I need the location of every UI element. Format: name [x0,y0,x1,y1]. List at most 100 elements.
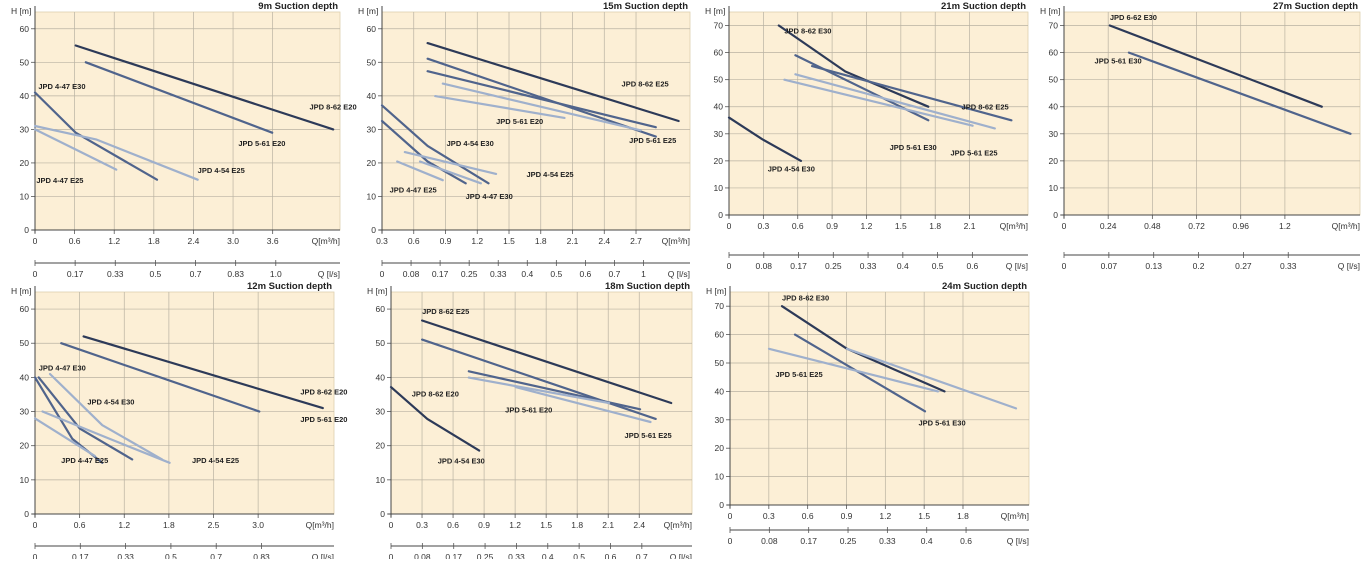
tick-label-y: 50 [20,338,30,348]
series-label: JPD 4-54 E25 [526,170,573,179]
series-label: JPD 8-62 E25 [962,102,1009,111]
series-line [37,376,134,461]
tick-label-x2: 0.17 [432,269,449,279]
tick-label-x2: 0 [728,536,733,546]
tick-label-y: 50 [376,338,386,348]
tick-label-y: 60 [367,24,377,34]
tick-label-y: 10 [20,191,30,201]
plot-area [728,11,1029,216]
tick-label-x: 0.96 [1232,221,1249,231]
tick-label-x2: 0.33 [879,536,896,546]
tick-label-x: 0.3 [757,221,769,231]
series-line [727,116,803,162]
tick-label-x2: 0.33 [107,269,124,279]
plot-area [1063,11,1361,216]
tick-label-x: 2.4 [188,236,200,246]
chart-5: 0 10 20 30 40 50 60 0 0.6 1.2 1.8 2.5 3.0 H [m] Q[m³/h… [11,281,347,562]
tick-label-y: 70 [714,21,724,31]
series-line [426,41,680,123]
tick-label-y: 60 [715,330,725,340]
series-label: JPD 8-62 E30 [782,294,829,303]
tick-label-x2: 0.17 [790,261,807,271]
tick-label-x2: 0.27 [1235,261,1252,271]
series-line [467,370,642,411]
tick-label-x2: 0.5 [149,269,161,279]
series-line [33,417,96,457]
axis-label-x2: Q [l/s] [1338,261,1360,271]
tick-label-y: 40 [714,102,724,112]
tick-label-x2: 0 [33,552,38,559]
tick-label-x: 1.8 [929,221,941,231]
tick-label-x: 0.72 [1188,221,1205,231]
series-label: JPD 5-61 E20 [300,415,347,424]
tick-label-y: 30 [20,407,30,417]
tick-label-x: 1.5 [503,236,515,246]
tick-label-y: 40 [1049,102,1059,112]
plot-area [34,11,341,231]
tick-label-x2: 0.5 [573,552,585,559]
tick-label-x: 0.24 [1100,221,1117,231]
axis-label-y: H [m] [1040,6,1060,16]
tick-label-y: 10 [715,472,725,482]
tick-label-y: 30 [714,129,724,139]
series-label: JPD 5-61 E30 [1095,56,1142,65]
tick-label-x: 1.5 [540,520,552,530]
tick-label-y: 0 [371,225,376,235]
series-label: JPD 5-61 E20 [505,406,552,415]
chart-7: 0 10 20 30 40 50 60 70 0 0.3 0.6 0.9 1.2 1.5 1.8 H [m] Q… [706,281,1030,546]
series-line [389,386,481,452]
tick-label-x2: 0.5 [550,269,562,279]
tick-label-x: 0.6 [802,511,814,521]
tick-label-y: 70 [1049,21,1059,31]
series-line [1127,51,1352,135]
tick-label-x2: 0.08 [414,552,431,559]
axis-label-x: Q[m³/h] [312,236,340,246]
tick-label-x2: 0.13 [1145,261,1162,271]
series-line [467,376,611,405]
tick-label-x: 0.9 [440,236,452,246]
series-label: JPD 8-62 E30 [784,27,831,36]
tick-label-x: 0.6 [69,236,81,246]
chart-title: 15m Suction depth [603,1,688,12]
tick-label-x2: 0.2 [1193,261,1205,271]
series-label: JPD 4-54 E30 [87,398,134,407]
tick-label-y: 50 [714,75,724,85]
tick-label-x: 2.1 [567,236,579,246]
tick-label-y: 50 [367,57,377,67]
series-label: JPD 6-62 E30 [1110,13,1157,22]
series-line [421,319,673,405]
tick-label-x2: 0.83 [253,552,270,559]
series-label: JPD 5-61 E25 [629,136,676,145]
chart-title: 21m Suction depth [941,1,1026,12]
tick-label-y: 40 [367,91,377,101]
tick-label-x: 1.8 [957,511,969,521]
series-line [793,333,927,413]
tick-label-x2: 0 [727,261,732,271]
series-label: JPD 8-62 E20 [300,387,347,396]
tick-label-x: 2.5 [208,520,220,530]
series-line [767,347,940,393]
chart-title: 18m Suction depth [605,281,690,292]
series-label: JPD 4-47 E30 [466,192,513,201]
series-line [794,73,996,130]
tick-label-x: 1.5 [918,511,930,521]
tick-label-x: 1.8 [571,520,583,530]
tick-label-x: 0 [33,520,38,530]
tick-label-x: 1.8 [535,236,547,246]
tick-label-x2: 0.33 [508,552,525,559]
tick-label-x2: 0.5 [932,261,944,271]
series-label: JPD 5-61 E25 [950,148,997,157]
tick-label-y: 60 [376,304,386,314]
tick-label-x2: 0.33 [117,552,134,559]
chart-title: 27m Suction depth [1273,1,1358,12]
series-line [421,338,657,420]
tick-label-x: 1.8 [163,520,175,530]
tick-label-y: 40 [20,372,30,382]
plot-area [390,291,693,515]
tick-label-x: 2.1 [964,221,976,231]
tick-label-x2: 0.17 [67,269,84,279]
tick-label-y: 60 [20,304,30,314]
tick-label-x: 0 [727,221,732,231]
series-line [33,91,159,181]
